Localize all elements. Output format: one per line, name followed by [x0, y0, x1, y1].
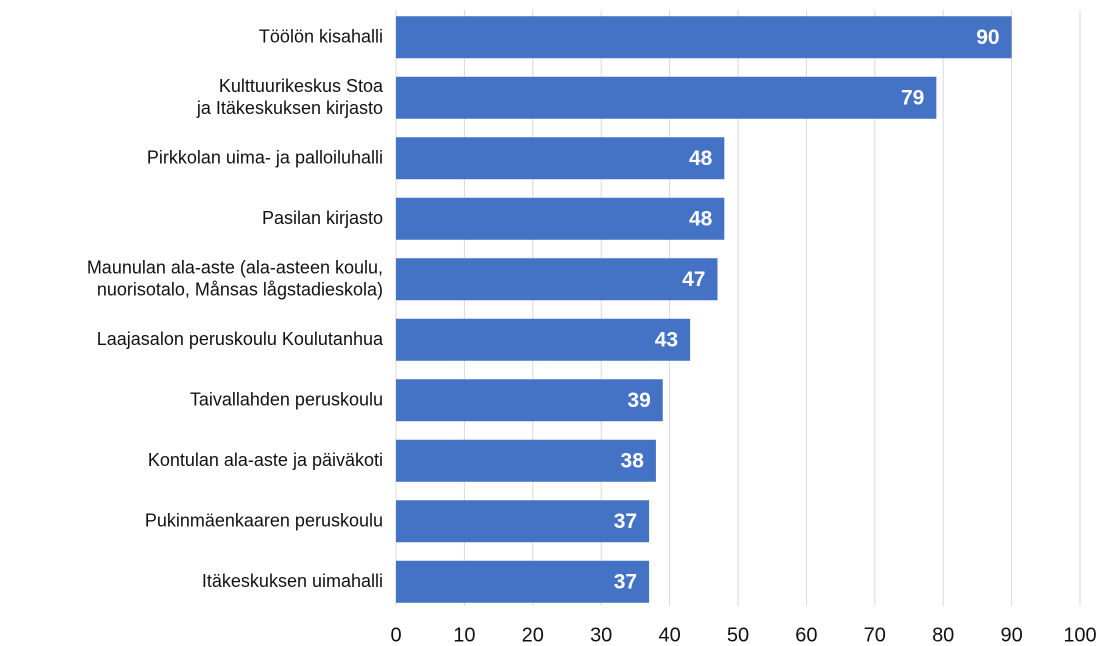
bar [396, 379, 663, 422]
bar [396, 76, 937, 119]
value-label: 37 [614, 510, 637, 533]
x-tick-label: 100 [1063, 624, 1096, 646]
bar [396, 137, 725, 180]
y-tick-label: Kontulan ala-aste ja päiväkoti [148, 450, 383, 470]
value-label: 37 [614, 570, 637, 593]
value-label: 43 [655, 328, 678, 351]
y-tick-label: Kulttuurikeskus Stoa ja Itäkeskuksen kirj… [196, 76, 384, 118]
x-tick-label: 0 [390, 624, 401, 646]
bar [396, 16, 1012, 59]
bar [396, 258, 718, 301]
x-tick-label: 60 [795, 624, 817, 646]
y-tick-label: Taivallahden peruskoulu [190, 389, 383, 409]
y-tick-label: Itäkeskuksen uimahalli [202, 571, 383, 591]
x-tick-label: 20 [522, 624, 544, 646]
y-tick-label: Maunulan ala-aste (ala-asteen koulu, nuor… [87, 257, 383, 299]
x-tick-label: 70 [864, 624, 886, 646]
x-tick-label: 80 [932, 624, 954, 646]
value-label: 90 [976, 26, 999, 49]
value-label: 47 [682, 268, 705, 291]
value-label: 39 [627, 389, 650, 412]
bar [396, 197, 725, 240]
bar [396, 500, 650, 543]
value-label: 48 [689, 147, 713, 170]
y-tick-label: Laajasalon peruskoulu Koulutanhua [97, 329, 384, 349]
value-label: 79 [901, 86, 924, 109]
y-tick-label: Pasilan kirjasto [262, 208, 383, 228]
x-tick-label: 90 [1000, 624, 1022, 646]
value-label: 48 [689, 207, 713, 230]
y-tick-label: Pirkkolan uima- ja palloiluhalli [147, 147, 383, 167]
bar [396, 560, 650, 603]
x-tick-label: 50 [727, 624, 749, 646]
y-tick-label: Töölön kisahalli [259, 26, 383, 46]
x-tick-label: 40 [658, 624, 680, 646]
x-tick-label: 10 [453, 624, 475, 646]
y-tick-label: Pukinmäenkaaren peruskoulu [145, 510, 383, 530]
x-tick-label: 30 [590, 624, 612, 646]
value-label: 38 [621, 449, 645, 472]
bar [396, 318, 691, 361]
bar [396, 439, 656, 482]
